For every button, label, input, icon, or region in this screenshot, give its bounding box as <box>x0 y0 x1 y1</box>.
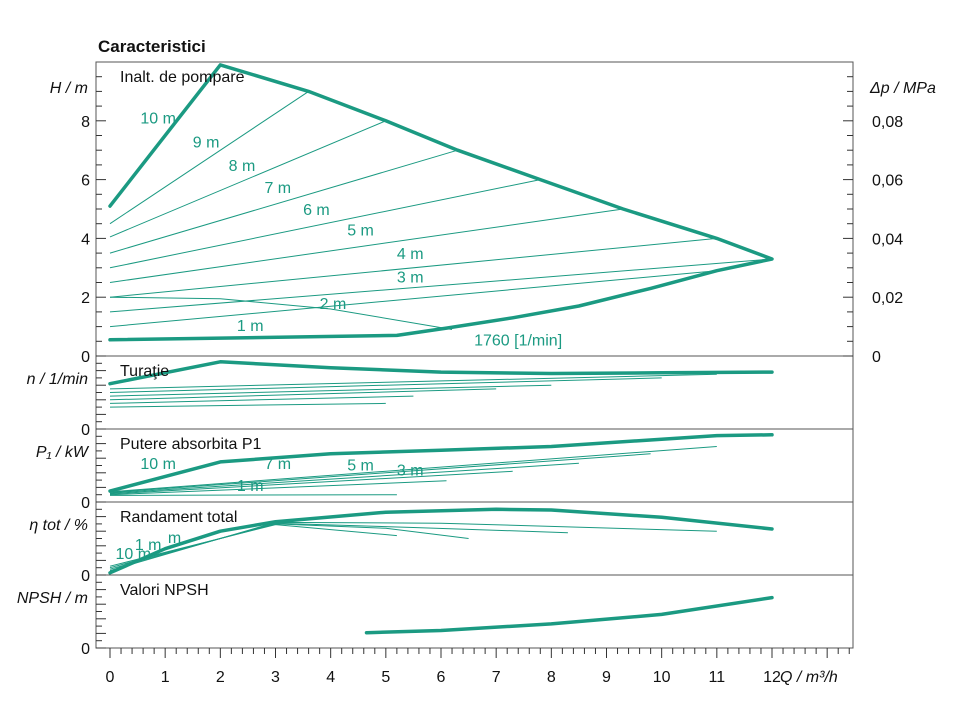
curve-label: 3 m <box>397 463 424 480</box>
curve-line-power-0 <box>109 446 717 493</box>
curve-line-power-2 <box>109 462 579 494</box>
curve-line-head-1 <box>109 120 386 238</box>
curve-label: m <box>168 530 181 547</box>
x-tick-label: 12 <box>763 669 781 686</box>
y-tick-label-head: 6 <box>81 173 90 190</box>
envelope-curve-power <box>108 433 774 493</box>
curves <box>108 63 774 635</box>
curve-line-head-0 <box>109 90 309 225</box>
y-axis-label-npsh: NPSH / m <box>17 590 88 607</box>
curve-line-eff-0 <box>109 521 717 572</box>
y-axis-label-speed: n / 1/min <box>27 371 88 388</box>
x-axis-label: Q / m³/h <box>780 669 838 686</box>
curve-label: 1 m <box>135 537 162 554</box>
panel-title-eff: Randament total <box>120 509 237 526</box>
x-tick-label: 8 <box>547 669 556 686</box>
curve-line-eff-3 <box>109 524 397 567</box>
chart-title: Caracteristici <box>98 37 206 56</box>
y-tick-label-eff: 0 <box>81 568 90 585</box>
x-tick-label: 0 <box>106 669 115 686</box>
curve-line-head-8 <box>109 296 453 330</box>
curve-line-speed-0 <box>109 373 717 390</box>
curve-label: 2 m <box>320 296 347 313</box>
curve-label: 8 m <box>229 158 256 175</box>
curve-label: 10 m <box>140 111 176 128</box>
curve-line-power-4 <box>109 480 447 496</box>
x-tick-label: 2 <box>216 669 225 686</box>
y-axis-label-power: P₁ / kW <box>36 444 90 461</box>
y-tick-label-head: 2 <box>81 290 90 307</box>
curve-line-power-5 <box>109 494 397 496</box>
curve-label: 10 m <box>116 546 152 563</box>
x-tick-label: 3 <box>271 669 280 686</box>
curve-label: 4 m <box>397 246 424 263</box>
x-tick-label: 1 <box>161 669 170 686</box>
curve-label: 1 m <box>237 478 264 495</box>
curve-line-head-4 <box>109 208 624 283</box>
curve-line-head-6 <box>109 258 773 313</box>
y-tick-label-npsh: 0 <box>81 641 90 658</box>
x-tick-label: 6 <box>437 669 446 686</box>
right-tick-label: 0,04 <box>872 231 903 248</box>
curve-line-speed-1 <box>109 377 662 393</box>
curve-label: 10 m <box>140 456 176 473</box>
curve-line-speed-5 <box>109 402 386 408</box>
right-tick-label: 0,08 <box>872 114 903 131</box>
y-tick-label-speed: 0 <box>81 422 90 439</box>
curve-label: 6 m <box>303 202 330 219</box>
curve-label: 5 m <box>347 222 374 239</box>
envelope-curve-eff <box>108 507 774 575</box>
right-axis-label: Δp / MPa <box>869 80 936 97</box>
curve-line-head-5 <box>109 237 717 298</box>
x-tick-label: 7 <box>492 669 501 686</box>
axis-labels: 0 2 4 6 8 0 0,02 0,04 0,06 0,08 Δp / MPa H / m Inalt… <box>17 69 936 686</box>
envelope-curve-head <box>108 63 774 342</box>
y-axis-label-head: H / m <box>50 80 88 97</box>
curve-label: 7 m <box>264 456 291 473</box>
curve-line-power-3 <box>109 470 513 495</box>
curve-label: 5 m <box>347 458 374 475</box>
x-tick-label: 5 <box>381 669 390 686</box>
curve-label: 3 m <box>397 270 424 287</box>
curve-line-speed-3 <box>109 388 497 401</box>
panel-title-head: Inalt. de pompare <box>120 69 245 86</box>
curve-line-power-1 <box>109 453 651 493</box>
right-tick-label: 0,02 <box>872 290 903 307</box>
x-tick-label: 11 <box>709 669 726 686</box>
panel-title-power: Putere absorbita P1 <box>120 436 262 453</box>
x-tick-label: 10 <box>653 669 671 686</box>
curve-label: 9 m <box>193 134 220 151</box>
x-tick-label: 4 <box>326 669 335 686</box>
panel-title-speed: Turaţie <box>120 363 169 380</box>
curve-line-head-3 <box>109 179 541 269</box>
panel-frame-head <box>95 61 854 357</box>
envelope-curve-speed <box>108 360 774 386</box>
curve-label: 7 m <box>264 180 291 197</box>
curve-line-head-7 <box>109 270 717 328</box>
curve-line-speed-2 <box>109 384 552 397</box>
y-tick-label-power: 0 <box>81 495 90 512</box>
envelope-curve-npsh <box>364 595 774 635</box>
curve-label: 1 m <box>237 318 264 335</box>
right-tick-label: 0 <box>872 349 881 366</box>
right-tick-label: 0,06 <box>872 173 903 190</box>
curve-label: 1760 [1/min] <box>474 333 562 350</box>
panel-title-npsh: Valori NPSH <box>120 582 209 599</box>
axis-ticks <box>96 76 853 658</box>
panel-frame-speed <box>95 355 854 430</box>
y-axis-label-eff: η tot / % <box>29 517 88 534</box>
x-tick-label: 9 <box>602 669 611 686</box>
curve-line-head-2 <box>109 149 458 254</box>
y-tick-label-head: 8 <box>81 114 90 131</box>
y-tick-label-head: 4 <box>81 231 90 248</box>
y-tick-label-head: 0 <box>81 349 90 366</box>
curve-line-eff-2 <box>109 523 469 569</box>
curve-line-speed-4 <box>109 395 414 404</box>
panel-frame-npsh <box>95 574 854 649</box>
